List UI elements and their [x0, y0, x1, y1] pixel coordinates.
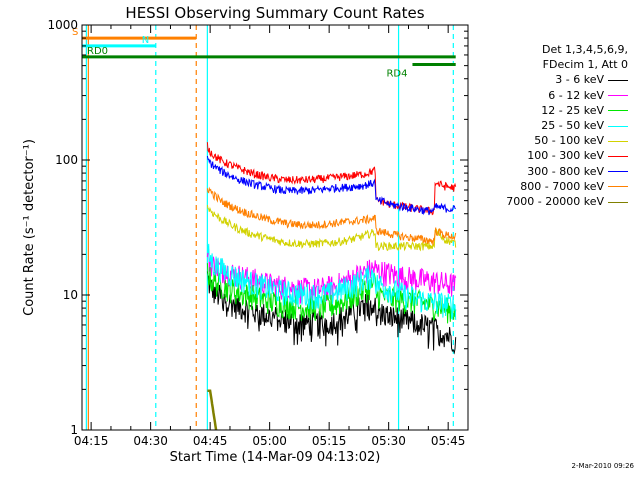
x-tick-label-5: 05:30	[371, 434, 406, 448]
series-5-line	[206, 142, 457, 216]
legend-swatch-3	[608, 125, 628, 127]
legend-swatch-8	[608, 201, 628, 203]
legend-label-7: 800 - 7000 keV	[520, 179, 604, 193]
series-6-line	[206, 155, 456, 216]
series-0	[206, 271, 457, 355]
legend-label-3: 25 - 50 keV	[541, 119, 604, 133]
series-3-line	[206, 243, 457, 321]
legend-item-4: 50 - 100 keV	[506, 133, 628, 148]
series-7	[206, 186, 457, 246]
series-0-line	[206, 271, 457, 355]
footer-date: 2-Mar-2010 09:26	[571, 462, 634, 470]
legend-swatch-6	[608, 171, 628, 173]
legend-item-6: 300 - 800 keV	[506, 164, 628, 179]
series-4	[206, 204, 457, 252]
series-8-line	[207, 389, 218, 431]
legend-label-8: 7000 - 20000 keV	[506, 195, 604, 209]
annotation-label-2: RD0	[87, 46, 108, 57]
legend-swatch-1	[608, 95, 628, 97]
x-tick-label-0: 04:15	[74, 434, 109, 448]
legend-swatch-5	[608, 155, 628, 157]
series-7-line	[206, 186, 457, 246]
annotation-label-1: N	[142, 35, 149, 46]
legend-label-0: 3 - 6 keV	[555, 73, 604, 87]
legend: Det 1,3,4,5,6,9, FDecim 1, Att 0 3 - 6 k…	[506, 42, 628, 209]
legend-label-2: 12 - 25 keV	[541, 103, 604, 117]
series-3	[206, 243, 457, 321]
legend-swatch-0	[608, 79, 628, 81]
chart-title: HESSI Observing Summary Count Rates	[125, 4, 424, 22]
legend-header-2: FDecim 1, Att 0	[542, 58, 628, 72]
series-2	[206, 263, 457, 324]
legend-item-1: 6 - 12 keV	[506, 88, 628, 103]
x-tick-label-2: 04:45	[193, 434, 228, 448]
series-5	[206, 142, 457, 216]
legend-item-7: 800 - 7000 keV	[506, 179, 628, 194]
legend-header-1: Det 1,3,4,5,6,9,	[541, 43, 628, 56]
x-tick-label-3: 05:00	[252, 434, 287, 448]
y-tick-label-1: 10	[63, 288, 78, 302]
legend-item-2: 12 - 25 keV	[506, 103, 628, 118]
series-2-line	[206, 263, 457, 324]
x-tick-label-1: 04:30	[133, 434, 168, 448]
series-6	[206, 155, 456, 216]
annotation-label-0: S	[72, 27, 78, 38]
series-8	[207, 389, 218, 431]
x-axis-label: Start Time (14-Mar-09 04:13:02)	[170, 450, 381, 465]
legend-item-3: 25 - 50 keV	[506, 118, 628, 133]
annotation-label-3: RD4	[386, 68, 407, 79]
y-axis-label: Count Rate (s⁻¹ detector⁻¹)	[22, 139, 37, 316]
legend-swatch-7	[608, 186, 628, 188]
y-tick-label-0: 1	[70, 423, 78, 437]
legend-item-5: 100 - 300 keV	[506, 148, 628, 163]
legend-swatch-4	[608, 140, 628, 142]
legend-item-8: 7000 - 20000 keV	[506, 194, 628, 209]
legend-label-5: 100 - 300 keV	[527, 149, 604, 163]
legend-label-4: 50 - 100 keV	[534, 134, 604, 148]
x-tick-label-6: 05:45	[431, 434, 466, 448]
legend-label-1: 6 - 12 keV	[548, 88, 604, 102]
legend-label-6: 300 - 800 keV	[527, 164, 604, 178]
series-4-line	[206, 204, 457, 252]
legend-item-0: 3 - 6 keV	[506, 72, 628, 87]
x-tick-label-4: 05:15	[312, 434, 347, 448]
y-tick-label-2: 100	[55, 153, 78, 167]
legend-swatch-2	[608, 110, 628, 112]
plot-frame	[81, 24, 469, 431]
y-tick-label-3: 1000	[47, 18, 78, 32]
